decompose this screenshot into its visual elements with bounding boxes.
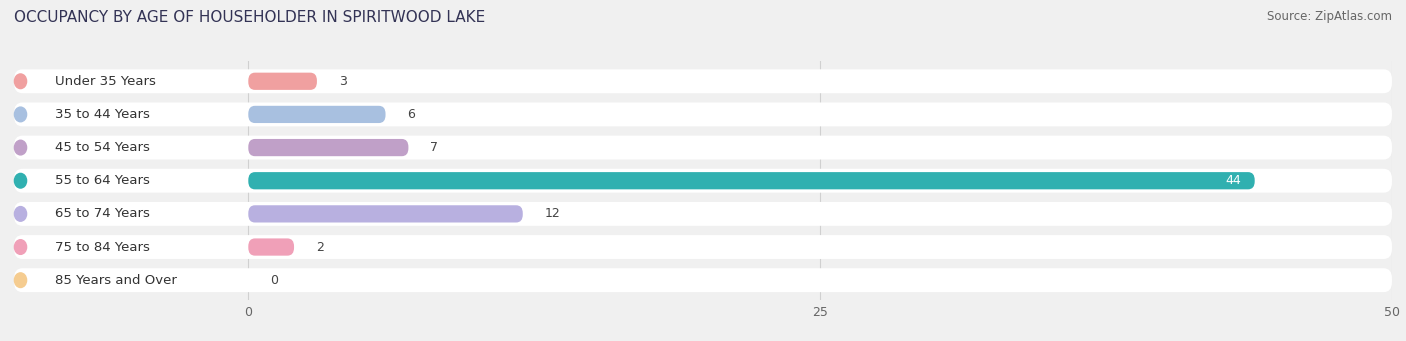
Circle shape: [14, 273, 27, 287]
Circle shape: [14, 174, 27, 188]
Text: 7: 7: [430, 141, 439, 154]
FancyBboxPatch shape: [14, 169, 1392, 193]
Text: 55 to 64 Years: 55 to 64 Years: [55, 174, 150, 187]
Circle shape: [14, 140, 27, 155]
Text: 44: 44: [1225, 174, 1241, 187]
Text: 45 to 54 Years: 45 to 54 Years: [55, 141, 150, 154]
Text: 12: 12: [544, 207, 561, 220]
Circle shape: [14, 74, 27, 89]
FancyBboxPatch shape: [14, 103, 1392, 127]
Text: 75 to 84 Years: 75 to 84 Years: [55, 240, 150, 254]
Text: Source: ZipAtlas.com: Source: ZipAtlas.com: [1267, 10, 1392, 23]
Text: OCCUPANCY BY AGE OF HOUSEHOLDER IN SPIRITWOOD LAKE: OCCUPANCY BY AGE OF HOUSEHOLDER IN SPIRI…: [14, 10, 485, 25]
FancyBboxPatch shape: [14, 136, 1392, 160]
Circle shape: [14, 240, 27, 254]
FancyBboxPatch shape: [249, 139, 408, 156]
Circle shape: [14, 207, 27, 221]
Text: 0: 0: [270, 274, 278, 287]
FancyBboxPatch shape: [249, 172, 1254, 189]
FancyBboxPatch shape: [14, 268, 1392, 292]
Text: Under 35 Years: Under 35 Years: [55, 75, 156, 88]
Text: 85 Years and Over: 85 Years and Over: [55, 274, 177, 287]
FancyBboxPatch shape: [249, 106, 385, 123]
Circle shape: [14, 107, 27, 122]
Text: 65 to 74 Years: 65 to 74 Years: [55, 207, 150, 220]
Text: 3: 3: [339, 75, 347, 88]
FancyBboxPatch shape: [249, 73, 316, 90]
Text: 2: 2: [316, 240, 323, 254]
FancyBboxPatch shape: [249, 205, 523, 222]
FancyBboxPatch shape: [249, 238, 294, 256]
Text: 6: 6: [408, 108, 415, 121]
Text: 35 to 44 Years: 35 to 44 Years: [55, 108, 150, 121]
FancyBboxPatch shape: [14, 202, 1392, 226]
FancyBboxPatch shape: [14, 69, 1392, 93]
FancyBboxPatch shape: [14, 235, 1392, 259]
